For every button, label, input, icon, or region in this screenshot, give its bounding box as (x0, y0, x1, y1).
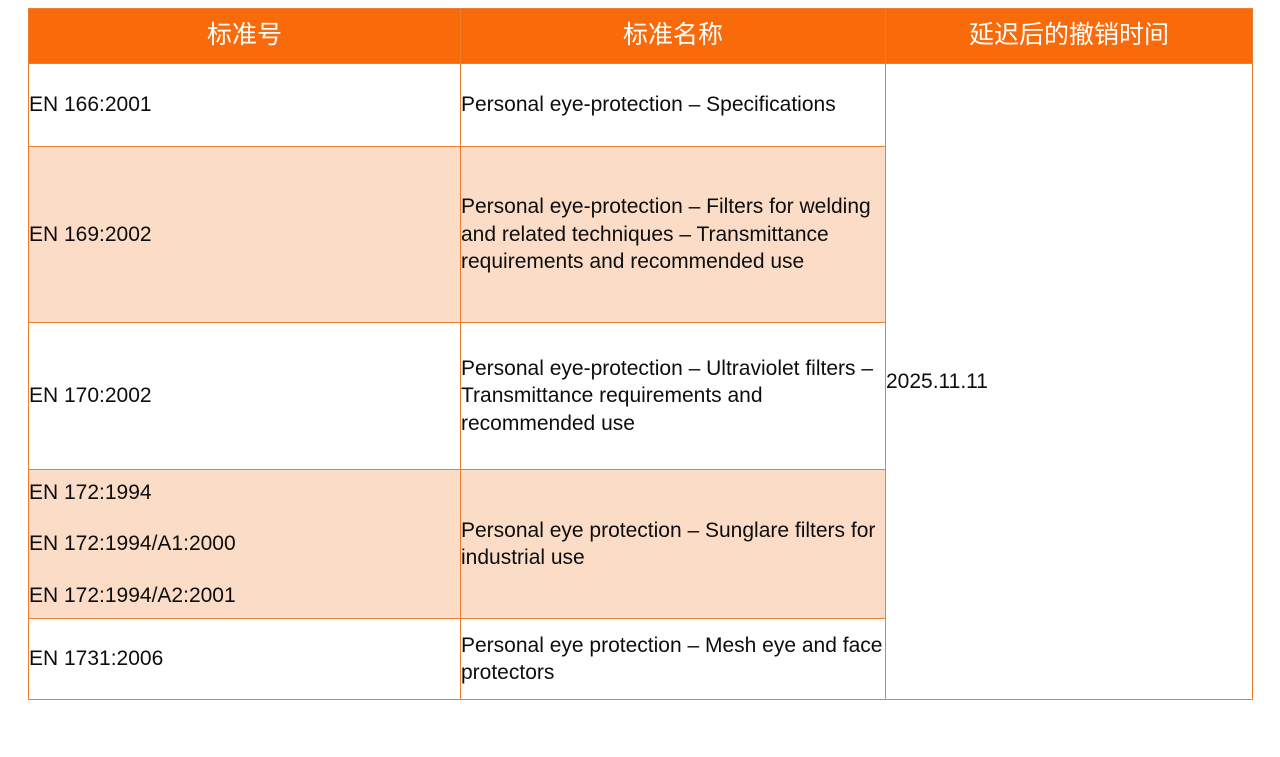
cell-standard-title: Personal eye protection – Sunglare filte… (460, 469, 886, 619)
table-row: EN 170:2002 Personal eye-protection – Ul… (28, 322, 1253, 470)
cell-standard-title: Personal eye protection – Mesh eye and f… (460, 618, 886, 700)
table-row: EN 1731:2006 Personal eye protection – M… (28, 618, 1253, 700)
standard-number-line: EN 170:2002 (29, 384, 152, 408)
standard-number-line: EN 169:2002 (29, 222, 152, 246)
table-row: EN 169:2002 Personal eye-protection – Fi… (28, 146, 1253, 323)
cell-standard-title: Personal eye-protection – Ultraviolet fi… (460, 322, 886, 470)
standard-number-line: EN 1731:2006 (29, 647, 164, 671)
cell-standard-title: Personal eye-protection – Filters for we… (460, 146, 886, 323)
column-header-standard-number: 标准号 (28, 8, 461, 64)
standards-table-container: 标准号 标准名称 延迟后的撤销时间 EN 166:2001 Personal e… (28, 8, 1253, 700)
cell-standard-number: EN 169:2002 (28, 146, 461, 323)
standard-number-line: EN 172:1994/A2:2001 (29, 583, 236, 607)
cell-standard-title: Personal eye-protection – Specifications (460, 63, 886, 147)
table-row: EN 166:2001 Personal eye-protection – Sp… (28, 63, 1253, 700)
column-header-delayed-withdrawal-date: 延迟后的撤销时间 (885, 8, 1253, 64)
standards-table: 标准号 标准名称 延迟后的撤销时间 EN 166:2001 Personal e… (28, 8, 1253, 700)
table-row: EN 172:1994 EN 172:1994/A1:2000 EN 172:1… (28, 469, 1253, 619)
standard-number-line: EN 172:1994/A1:2000 (29, 532, 236, 556)
cell-standard-number: EN 170:2002 (28, 322, 461, 470)
cell-standard-number: EN 166:2001 (28, 63, 461, 147)
table-body: EN 166:2001 Personal eye-protection – Sp… (28, 63, 1253, 700)
cell-standard-number: EN 1731:2006 (28, 618, 461, 700)
standard-number-line: EN 166:2001 (29, 93, 152, 117)
cell-standard-number: EN 172:1994 EN 172:1994/A1:2000 EN 172:1… (28, 469, 461, 619)
table-header: 标准号 标准名称 延迟后的撤销时间 (28, 8, 1253, 64)
cell-delayed-withdrawal-date: 2025.11.11 (885, 63, 1253, 700)
table-header-row: 标准号 标准名称 延迟后的撤销时间 (28, 8, 1253, 64)
standard-number-line: EN 172:1994 (29, 480, 152, 504)
column-header-standard-title: 标准名称 (460, 8, 886, 64)
